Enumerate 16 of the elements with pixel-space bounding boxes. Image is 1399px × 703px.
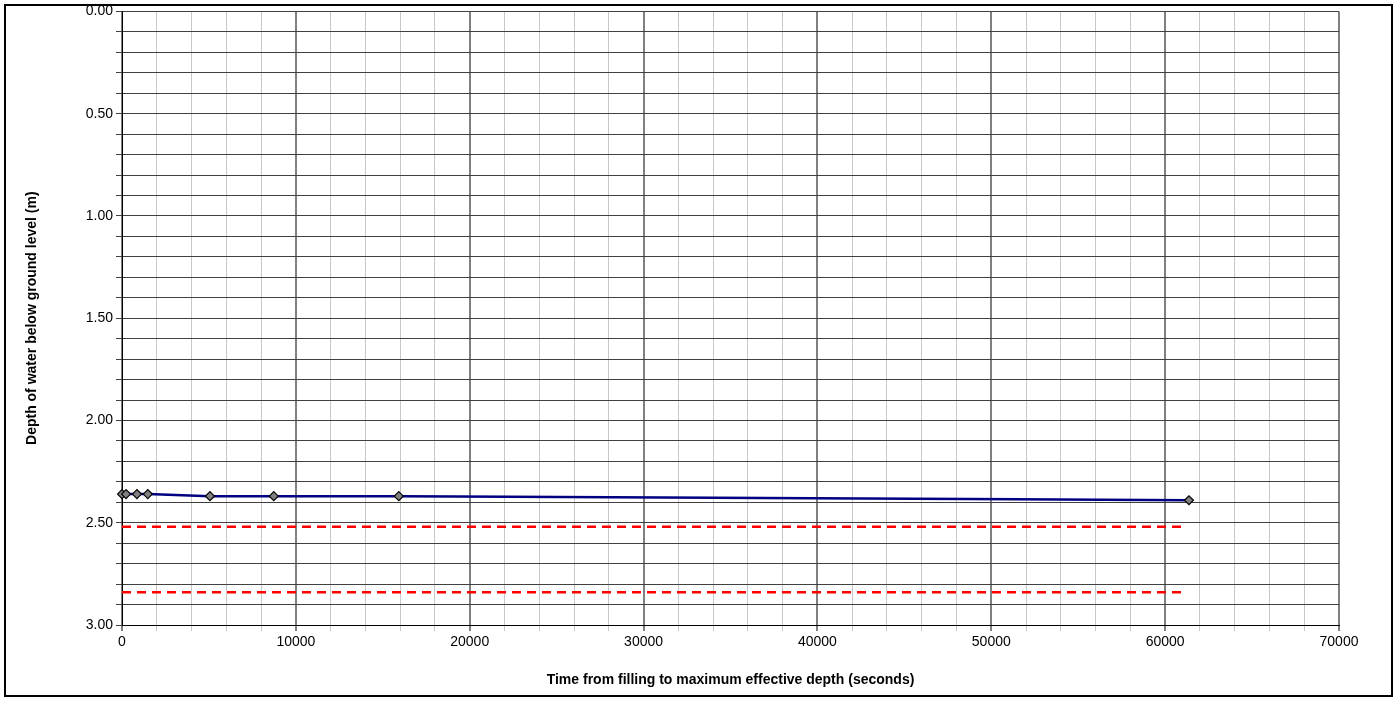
x-tick-label: 60000 bbox=[1145, 633, 1185, 650]
y-tick-label: 1.00 bbox=[85, 206, 114, 223]
y-tick-label: 2.00 bbox=[85, 411, 114, 428]
y-axis-title: Depth of water below ground level (m) bbox=[23, 191, 40, 445]
x-tick-label: 70000 bbox=[1319, 633, 1359, 650]
y-tick-label: 1.50 bbox=[85, 309, 114, 326]
x-tick-label: 20000 bbox=[450, 633, 490, 650]
x-tick-label: 40000 bbox=[797, 633, 838, 650]
x-tick-label: 50000 bbox=[971, 633, 1011, 650]
x-tick-label: 0 bbox=[118, 633, 127, 650]
x-tick-label: 30000 bbox=[624, 633, 664, 650]
y-tick-label: 3.00 bbox=[85, 615, 114, 632]
y-tick-label: 0.50 bbox=[85, 104, 114, 121]
x-tick-label: 10000 bbox=[276, 633, 316, 650]
y-tick-label: 2.50 bbox=[85, 513, 114, 530]
x-axis-title: Time from filling to maximum effective depth (seconds) bbox=[546, 671, 915, 688]
